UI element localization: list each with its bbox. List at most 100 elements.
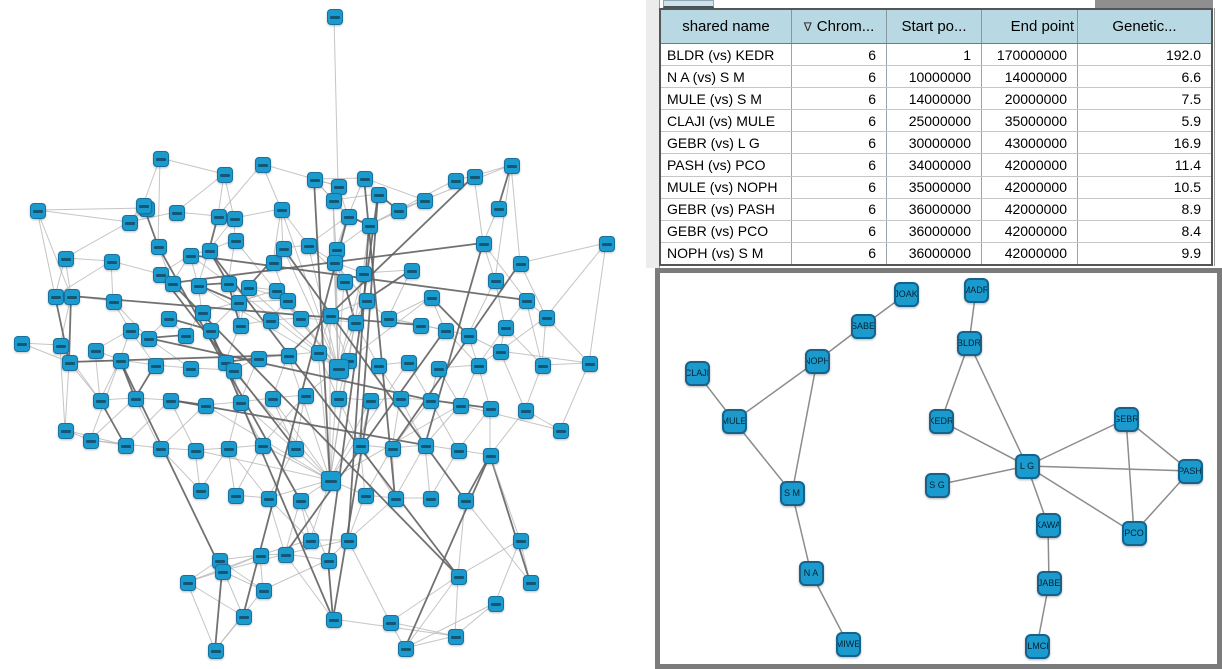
table-cell[interactable]: N A (vs) S M <box>661 66 792 88</box>
overview-node[interactable] <box>58 423 74 439</box>
overview-node[interactable] <box>163 393 179 409</box>
overview-node[interactable] <box>278 547 294 563</box>
overview-node[interactable] <box>180 575 196 591</box>
overview-node[interactable] <box>122 215 138 231</box>
overview-node[interactable] <box>391 203 407 219</box>
overview-node[interactable] <box>263 313 279 329</box>
overview-node[interactable] <box>553 423 569 439</box>
overview-node[interactable] <box>208 643 224 659</box>
detail-node-BLDR[interactable]: BLDR <box>956 330 982 356</box>
overview-node[interactable] <box>413 318 429 334</box>
column-header-4[interactable]: Genetic... <box>1078 10 1211 43</box>
table-row[interactable]: PASH (vs) PCO 6 34000000 42000000 11.4 <box>661 154 1211 177</box>
overview-node[interactable] <box>329 359 349 379</box>
detail-node-L-G[interactable]: L G <box>1014 453 1040 479</box>
overview-node[interactable] <box>14 336 30 352</box>
table-cell[interactable]: 14000000 <box>887 88 982 110</box>
overview-node[interactable] <box>128 391 144 407</box>
overview-node[interactable] <box>523 575 539 591</box>
overview-node[interactable] <box>53 338 69 354</box>
overview-node[interactable] <box>383 615 399 631</box>
overview-node[interactable] <box>118 438 134 454</box>
detail-node-N-A[interactable]: N A <box>798 560 824 586</box>
overview-node[interactable] <box>358 488 374 504</box>
overview-node[interactable] <box>255 438 271 454</box>
overview-node[interactable] <box>518 403 534 419</box>
overview-node[interactable] <box>298 388 314 404</box>
overview-node[interactable] <box>303 533 319 549</box>
overview-node[interactable] <box>123 323 139 339</box>
table-cell[interactable]: 6 <box>792 242 887 264</box>
overview-node[interactable] <box>161 311 177 327</box>
overview-node[interactable] <box>226 363 242 379</box>
detail-node-S-M[interactable]: S M <box>779 480 805 506</box>
overview-node[interactable] <box>471 358 487 374</box>
table-cell[interactable]: 170000000 <box>982 44 1078 66</box>
table-cell[interactable]: PASH (vs) PCO <box>661 154 792 176</box>
overview-node[interactable] <box>165 276 181 292</box>
table-cell[interactable]: 10000000 <box>887 66 982 88</box>
detail-node-MULE[interactable]: MULE <box>721 408 747 434</box>
table-cell[interactable]: GEBR (vs) PASH <box>661 198 792 220</box>
overview-node[interactable] <box>357 171 373 187</box>
overview-node[interactable] <box>423 393 439 409</box>
column-header-0[interactable]: shared name <box>661 10 792 43</box>
overview-node[interactable] <box>256 583 272 599</box>
overview-node[interactable] <box>253 548 269 564</box>
table-row[interactable]: MULE (vs) NOPH 6 35000000 42000000 10.5 <box>661 176 1211 199</box>
overview-node[interactable] <box>359 293 375 309</box>
overview-node[interactable] <box>153 151 169 167</box>
table-cell[interactable]: 6 <box>792 176 887 198</box>
overview-node[interactable] <box>323 308 339 324</box>
table-cell[interactable]: 42000000 <box>982 220 1078 242</box>
overview-node[interactable] <box>356 266 372 282</box>
overview-node[interactable] <box>371 358 387 374</box>
table-cell[interactable]: MULE (vs) S M <box>661 88 792 110</box>
detail-node-CLAJI[interactable]: CLAJI <box>684 360 710 386</box>
overview-node[interactable] <box>113 353 129 369</box>
overview-node[interactable] <box>228 488 244 504</box>
detail-node-S-G[interactable]: S G <box>924 472 950 498</box>
overview-node[interactable] <box>424 290 440 306</box>
overview-node[interactable] <box>519 293 535 309</box>
overview-node[interactable] <box>381 311 397 327</box>
overview-node[interactable] <box>476 236 492 252</box>
overview-node[interactable] <box>280 293 296 309</box>
overview-node[interactable] <box>453 398 469 414</box>
overview-node[interactable] <box>221 441 237 457</box>
table-row[interactable]: CLAJI (vs) MULE 6 25000000 35000000 5.9 <box>661 110 1211 133</box>
table-cell[interactable]: 35000000 <box>887 176 982 198</box>
table-cell[interactable]: 6 <box>792 154 887 176</box>
detail-node-MIWE[interactable]: MIWE <box>835 631 861 657</box>
table-cell[interactable]: 42000000 <box>982 176 1078 198</box>
overview-node[interactable] <box>233 318 249 334</box>
table-cell[interactable]: 42000000 <box>982 198 1078 220</box>
panel-divider[interactable] <box>646 0 660 268</box>
column-header-2[interactable]: Start po... <box>887 10 982 43</box>
detail-node-KAWA[interactable]: KAWA <box>1035 512 1061 538</box>
overview-node[interactable] <box>418 438 434 454</box>
overview-node[interactable] <box>321 471 341 491</box>
overview-node[interactable] <box>483 401 499 417</box>
table-cell[interactable]: 36000000 <box>887 242 982 264</box>
table-cell[interactable]: MULE (vs) NOPH <box>661 176 792 198</box>
detail-node-ALMCH[interactable]: ALMCH <box>1024 633 1050 659</box>
table-row[interactable]: BLDR (vs) KEDR 6 1 170000000 192.0 <box>661 44 1211 67</box>
overview-node[interactable] <box>83 433 99 449</box>
overview-node[interactable] <box>483 448 499 464</box>
overview-node[interactable] <box>331 179 347 195</box>
overview-node[interactable] <box>62 355 78 371</box>
table-cell[interactable]: GEBR (vs) PCO <box>661 220 792 242</box>
overview-node[interactable] <box>64 289 80 305</box>
overview-node[interactable] <box>293 493 309 509</box>
detail-node-JOAK[interactable]: JOAK <box>893 281 919 307</box>
overview-node[interactable] <box>255 157 271 173</box>
overview-node[interactable] <box>423 491 439 507</box>
overview-node[interactable] <box>311 345 327 361</box>
table-cell[interactable]: 6 <box>792 44 887 66</box>
overview-node[interactable] <box>195 305 211 321</box>
overview-node[interactable] <box>461 328 477 344</box>
overview-node[interactable] <box>236 609 252 625</box>
overview-network-panel[interactable] <box>0 0 655 669</box>
table-cell[interactable]: 36000000 <box>887 198 982 220</box>
